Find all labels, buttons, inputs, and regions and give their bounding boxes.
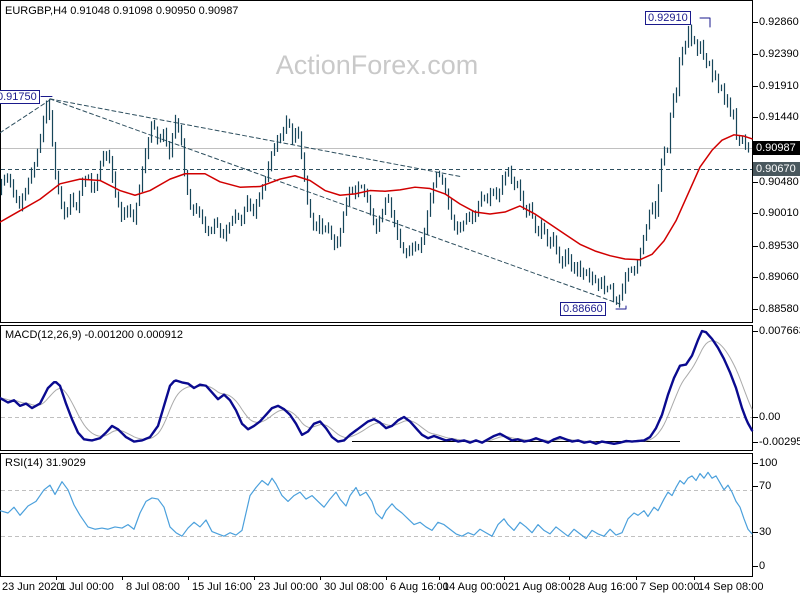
time-tick-label: 8 Jul 08:00 (126, 581, 180, 593)
time-tick-label: 14 Sep 08:00 (698, 581, 764, 593)
rsi-line (0, 471, 753, 540)
time-tick-label: 30 Jul 08:00 (324, 581, 384, 593)
trendline-1 (49, 98, 461, 177)
rsi-panel-border (0, 453, 753, 577)
price-tick-label: 0.92860 (759, 16, 799, 28)
low-connector (615, 305, 627, 310)
price-tick-label: 0.89060 (759, 271, 799, 283)
main-panel-border (0, 0, 753, 323)
macd-panel-border (0, 325, 753, 451)
macd-tick-label: -0.002952 (759, 436, 800, 448)
macd-indicator-label: MACD(12,26,9) -0.001200 0.000912 (5, 329, 183, 341)
rsi-indicator-label: RSI(14) 31.9029 (5, 457, 86, 469)
watermark: ActionForex.com (275, 50, 479, 80)
low-annotation-box[interactable]: 0.88660 (560, 302, 606, 316)
time-tick-label: 15 Jul 16:00 (192, 581, 252, 593)
time-tick-label: 14 Aug 00:00 (443, 581, 508, 593)
rsi-tick-label: 100 (759, 457, 778, 469)
macd-tick-label: 0.00 (759, 411, 781, 423)
price-tick-label: 0.91910 (759, 80, 799, 92)
macd-tick-label: 0.007663 (759, 325, 800, 337)
level-price-tag: 0.90670 (753, 162, 800, 176)
price-tick-label: 0.91440 (759, 111, 799, 123)
price-tick-label: 0.88580 (759, 303, 799, 315)
trendline-2 (49, 98, 621, 305)
high-annotation-box[interactable]: 0.92910 (645, 11, 691, 25)
time-tick-label: 7 Sep 00:00 (640, 581, 700, 593)
price-tick-label: 0.89530 (759, 240, 799, 252)
peak-annotation-box[interactable]: 0.91750 (0, 90, 40, 104)
high-connector (699, 17, 711, 28)
macd-main-line (0, 329, 754, 445)
current-price-tag: 0.90987 (753, 141, 800, 155)
time-tick-label: 28 Aug 16:00 (573, 581, 638, 593)
time-tick-label: 21 Aug 08:00 (508, 581, 573, 593)
price-tick-label: 0.90010 (759, 207, 799, 219)
price-tick-label: 0.92390 (759, 48, 799, 60)
moving-average-line (0, 134, 753, 261)
time-tick-label: 23 Jun 2020 (2, 581, 63, 593)
rsi-tick-label: 70 (759, 480, 772, 492)
price-tick-label: 0.90480 (759, 176, 799, 188)
trendline-0 (0, 99, 51, 134)
rsi-tick-label: 30 (759, 526, 772, 538)
symbol-title: EURGBP,H4 0.91048 0.91098 0.90950 0.9098… (5, 5, 239, 17)
time-tick-label: 6 Aug 16:00 (390, 581, 449, 593)
time-tick-label: 23 Jul 00:00 (258, 581, 318, 593)
time-tick-label: 1 Jul 00:00 (60, 581, 114, 593)
rsi-tick-label: 0 (759, 560, 766, 572)
